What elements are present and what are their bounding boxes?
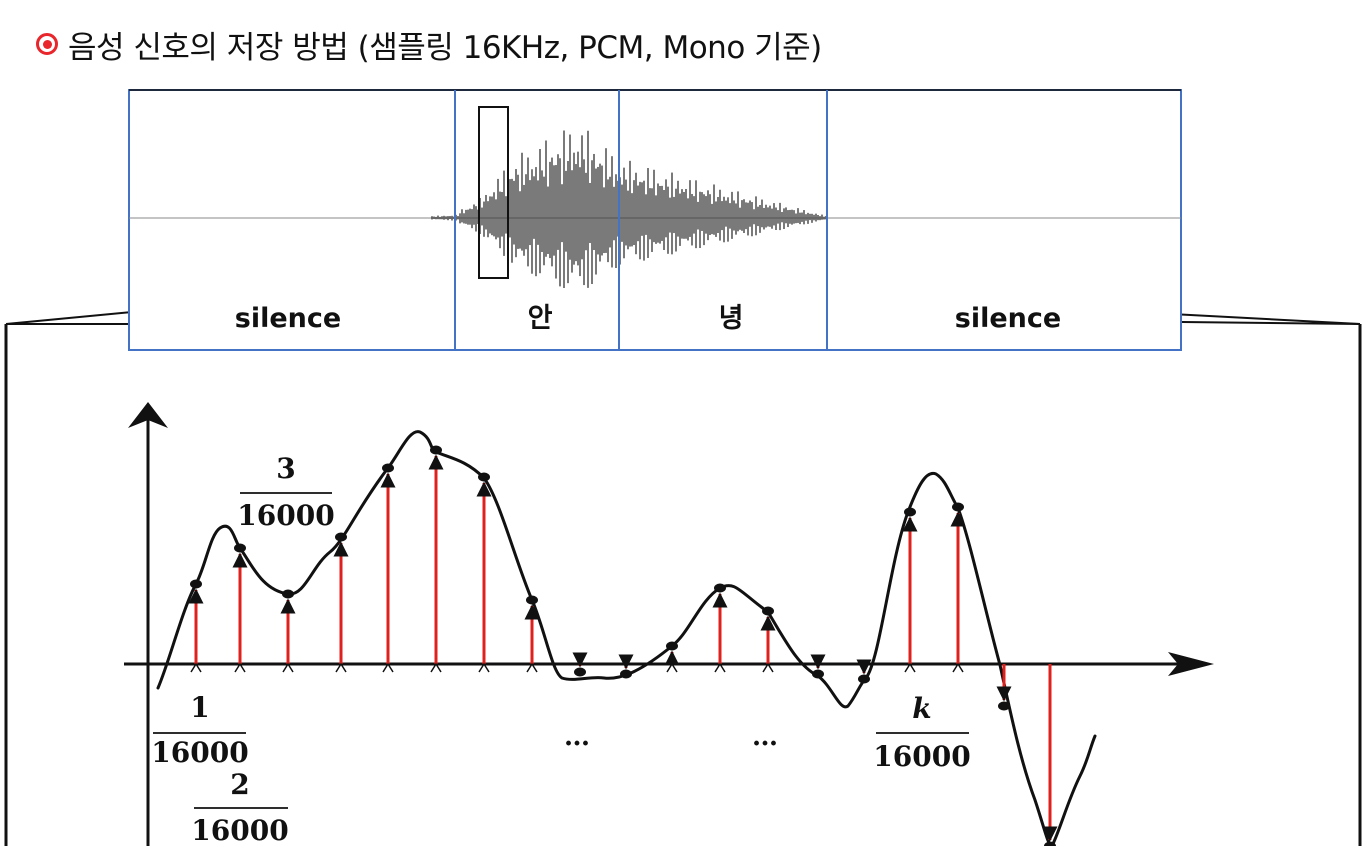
segment-label-silence-end: silence <box>955 303 1061 334</box>
speech-waveform <box>431 130 827 289</box>
segment-label-silence-start: silence <box>235 303 341 334</box>
sample-dot <box>1044 841 1056 846</box>
sample-arrow-base <box>190 662 202 673</box>
sample-dot <box>762 606 774 616</box>
fraction-k-over-16000: k 16000 <box>873 692 970 773</box>
sample-dot <box>620 669 632 679</box>
sample-dot <box>904 507 916 517</box>
sample-dot <box>335 532 347 542</box>
sample-dot <box>382 463 394 473</box>
fraction-numerator: k <box>912 692 931 725</box>
sample-arrow-base <box>714 662 726 673</box>
fraction-denominator: 16000 <box>191 814 288 846</box>
fraction-numerator: 1 <box>190 691 209 724</box>
sample-arrow-base <box>478 662 490 673</box>
bullet-icon <box>36 33 58 55</box>
sample-dot <box>952 502 964 512</box>
axes <box>124 402 1214 846</box>
fraction-1-over-16000: 1 16000 <box>151 691 248 769</box>
panel-border <box>128 89 1182 351</box>
page-title: 음성 신호의 저장 방법 (샘플링 16KHz, PCM, Mono 기준) <box>68 29 822 66</box>
segment-label-an: 안 <box>528 303 553 334</box>
fraction-3-over-16000: 3 16000 <box>237 452 334 532</box>
sample-dot <box>998 701 1010 711</box>
sample-dot <box>574 667 586 677</box>
segment-label-nyeong: 녕 <box>719 303 744 334</box>
sample-arrow-base <box>234 662 246 673</box>
fraction-denominator: 16000 <box>237 499 334 532</box>
sample-dot <box>234 543 246 553</box>
waveform-panel: silence 안 녕 silence <box>128 89 1182 351</box>
sample-arrow-base <box>952 662 964 673</box>
sample-arrow-base <box>282 662 294 673</box>
sample-dot <box>478 472 490 482</box>
sample-dot <box>526 595 538 605</box>
sample-dot <box>666 641 678 651</box>
sample-points <box>188 445 1058 846</box>
sample-dot <box>430 445 442 455</box>
sample-dot <box>812 669 824 679</box>
title-row: 음성 신호의 저장 방법 (샘플링 16KHz, PCM, Mono 기준) <box>36 22 822 66</box>
sample-arrow-base <box>526 662 538 673</box>
fraction-numerator: 3 <box>276 452 295 485</box>
sample-arrow-base <box>762 662 774 673</box>
sample-arrow-base <box>904 662 916 673</box>
fraction-2-over-16000: 2 16000 <box>191 768 288 846</box>
zoom-window <box>478 106 509 279</box>
analog-signal-curve <box>156 430 1097 846</box>
sample-dot <box>858 674 870 684</box>
ellipsis-1: … <box>564 722 590 752</box>
ellipsis-2: … <box>752 722 778 752</box>
sample-arrow-base <box>335 662 347 673</box>
y-axis-arrow-icon <box>128 402 168 428</box>
sample-dot <box>190 579 202 589</box>
x-axis-arrow-icon <box>1168 652 1214 676</box>
sample-dot <box>282 589 294 599</box>
sample-arrow-base <box>666 662 678 673</box>
fraction-denominator: 16000 <box>151 736 248 769</box>
fraction-denominator: 16000 <box>873 740 970 773</box>
fraction-numerator: 2 <box>230 768 249 801</box>
sample-arrow-base <box>430 662 442 673</box>
sample-dot <box>714 583 726 593</box>
sample-arrow-base <box>382 662 394 673</box>
